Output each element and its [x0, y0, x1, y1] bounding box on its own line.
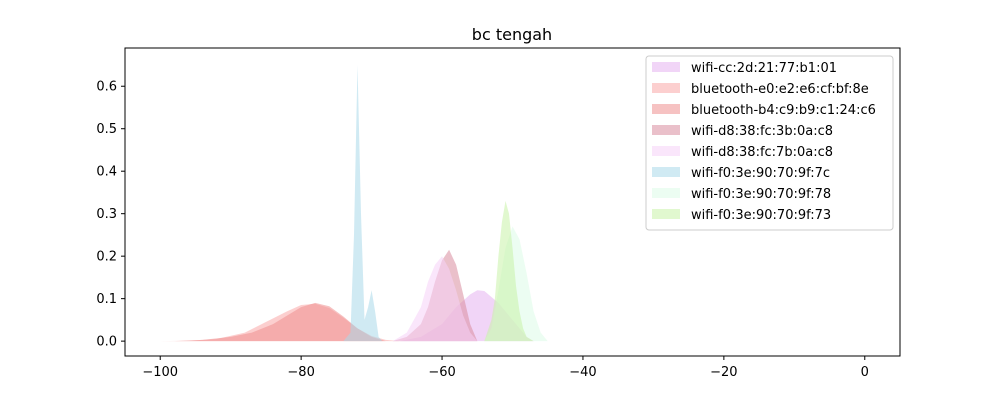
series-layer — [160, 65, 548, 342]
x-tick-label: −100 — [142, 365, 178, 380]
legend-swatch-4 — [652, 146, 680, 156]
y-tick-label: 0.1 — [96, 292, 117, 307]
series-area-4 — [392, 256, 478, 342]
y-tick-label: 0.2 — [96, 250, 117, 265]
y-tick-label: 0.6 — [96, 80, 117, 95]
legend-swatch-5 — [652, 167, 680, 177]
legend: wifi-cc:2d:21:77:b1:01 bluetooth-e0:e2:e6… — [645, 55, 894, 231]
legend-label-3: wifi-d8:38:fc:3b:0a:c8 — [691, 124, 833, 139]
legend-swatch-7 — [652, 209, 680, 219]
y-tick-label: 0.0 — [96, 335, 117, 350]
legend-swatch-2 — [652, 104, 680, 114]
x-tick-label: 0 — [861, 365, 869, 380]
legend-label-7: wifi-f0:3e:90:70:9f:73 — [691, 208, 831, 223]
x-tick-label: −60 — [428, 365, 455, 380]
y-tick-label: 0.3 — [96, 207, 117, 222]
series-area-2 — [174, 302, 386, 342]
legend-label-5: wifi-f0:3e:90:70:9f:7c — [691, 166, 830, 181]
legend-swatch-0 — [652, 62, 680, 72]
axes-layer: −100 −80 −60 −40 −20 0 0.0 0.1 0.2 0.3 0.4 0.5 0.6 — [96, 47, 901, 380]
legend-label-1: bluetooth-e0:e2:e6:cf:bf:8e — [691, 82, 869, 97]
legend-label-2: bluetooth-b4:c9:b9:c1:24:c6 — [691, 103, 876, 118]
legend-label-6: wifi-f0:3e:90:70:9f:78 — [691, 187, 831, 202]
x-tick-label: −20 — [710, 365, 737, 380]
legend-swatch-3 — [652, 125, 680, 135]
legend-swatch-1 — [652, 83, 680, 93]
legend-label-4: wifi-d8:38:fc:7b:0a:c8 — [691, 145, 833, 160]
y-tick-label: 0.5 — [96, 122, 117, 137]
x-tick-label: −80 — [287, 365, 314, 380]
legend-label-0: wifi-cc:2d:21:77:b1:01 — [691, 61, 837, 76]
legend-swatch-6 — [652, 188, 680, 198]
legend-box — [645, 55, 894, 231]
y-tick-label: 0.4 — [96, 165, 117, 180]
series-area-7 — [484, 200, 534, 342]
x-tick-label: −40 — [569, 365, 596, 380]
chart-title: bc tengah — [472, 25, 552, 44]
plot-frame — [124, 47, 901, 357]
series-area-5 — [343, 65, 383, 342]
